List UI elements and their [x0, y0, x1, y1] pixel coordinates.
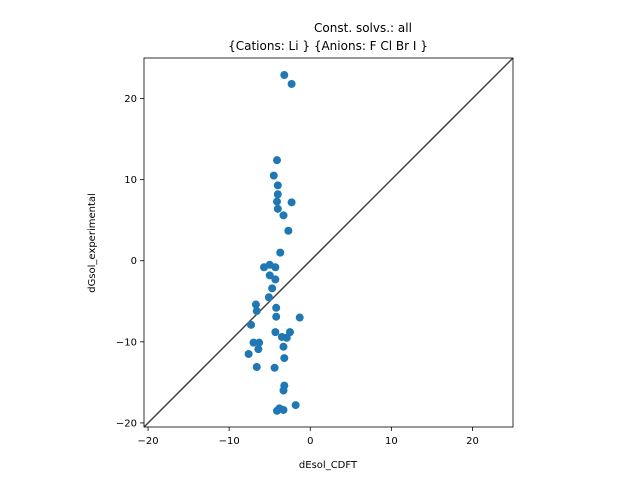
data-point-5: [273, 190, 282, 199]
data-point-20: [272, 303, 281, 312]
data-point-41: [279, 405, 288, 414]
data-point-36: [270, 363, 279, 372]
plot-area: [144, 58, 513, 427]
data-point-28: [277, 332, 286, 341]
y-tick-label-0: −20: [116, 418, 137, 429]
data-point-22: [295, 313, 304, 322]
y-axis-ticks: −20 −10 0 10 20: [116, 94, 144, 429]
x-tick-label-2: 0: [307, 436, 313, 447]
data-point-10: [284, 226, 293, 235]
data-point-29: [249, 338, 258, 347]
chart-title-line-1: Const. solvs.: all: [314, 21, 412, 35]
x-tick-label-1: −10: [219, 436, 240, 447]
data-point-4: [273, 181, 282, 190]
axes-frame: [143, 57, 514, 428]
data-point-38: [279, 386, 288, 395]
y-tick-label-2: 0: [131, 256, 137, 267]
data-point-8: [273, 204, 282, 213]
x-axis-ticks: −20 −10 0 10 20: [138, 427, 479, 447]
data-point-6: [273, 197, 282, 206]
data-point-17: [268, 284, 277, 293]
data-point-39: [291, 401, 300, 410]
data-point-19: [251, 300, 260, 309]
data-point-24: [247, 320, 256, 329]
data-point-16: [271, 275, 280, 284]
data-point-32: [254, 345, 263, 354]
y-tick-label-4: 20: [124, 94, 137, 105]
data-point-31: [279, 342, 288, 351]
y-tick-label-1: −10: [116, 337, 137, 348]
data-point-13: [260, 263, 269, 272]
x-tick-label-4: 20: [466, 436, 479, 447]
y-axis-label: dGsol_experimental: [87, 193, 98, 293]
data-point-0: [280, 71, 289, 80]
data-point-11: [276, 248, 285, 257]
data-point-25: [271, 328, 280, 337]
data-point-35: [252, 362, 261, 371]
data-point-18: [264, 293, 273, 302]
identity-reference-line: [144, 58, 513, 427]
data-point-23: [272, 312, 281, 321]
data-point-1: [287, 79, 296, 88]
data-point-7: [287, 198, 296, 207]
x-tick-label-0: −20: [138, 436, 159, 447]
data-point-2: [273, 156, 282, 165]
x-tick-label-3: 10: [385, 436, 398, 447]
chart-title-line-2: {Cations: Li } {Anions: F Cl Br I }: [228, 39, 428, 53]
data-point-42: [273, 406, 282, 415]
data-point-14: [271, 263, 280, 272]
data-point-3: [269, 171, 278, 180]
data-point-15: [265, 271, 274, 280]
y-tick-label-3: 10: [124, 175, 137, 186]
x-axis-label: dEsol_CDFT: [299, 460, 358, 471]
data-point-30: [255, 338, 264, 347]
data-point-21: [252, 307, 261, 316]
data-point-33: [244, 350, 253, 359]
data-point-9: [279, 211, 288, 220]
data-point-34: [280, 354, 289, 363]
data-points: [244, 71, 304, 415]
